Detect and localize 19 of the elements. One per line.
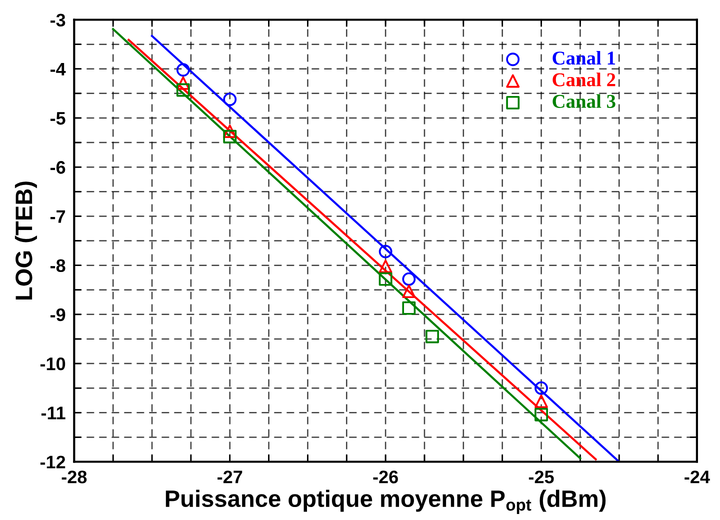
- y-tick-label: -4: [50, 62, 66, 76]
- y-tick-label: -9: [50, 308, 66, 322]
- x-tick-label: -25: [528, 470, 554, 484]
- x-tick-label: -24: [684, 470, 710, 484]
- y-tick-label: -11: [41, 406, 66, 420]
- x-tick-label: -27: [218, 470, 242, 484]
- legend-label: Canal 3: [552, 94, 616, 108]
- x-tick-label: -28: [62, 470, 87, 484]
- y-tick-label: -12: [40, 456, 66, 468]
- y-tick-label: -3: [50, 14, 66, 27]
- y-tick-label: -5: [50, 112, 66, 125]
- y-axis-title: LOG (TEB): [14, 182, 37, 300]
- legend-label: Canal 2: [552, 72, 616, 86]
- y-tick-label: -6: [50, 161, 66, 174]
- x-axis-title: Puissance optique moyenne P$_{opt}$ (dBm): [166, 490, 606, 514]
- y-tick-label: -7: [50, 210, 66, 223]
- y-tick-label: -8: [50, 259, 66, 272]
- x-tick-label: -26: [373, 470, 398, 484]
- y-tick-label: -10: [40, 357, 66, 370]
